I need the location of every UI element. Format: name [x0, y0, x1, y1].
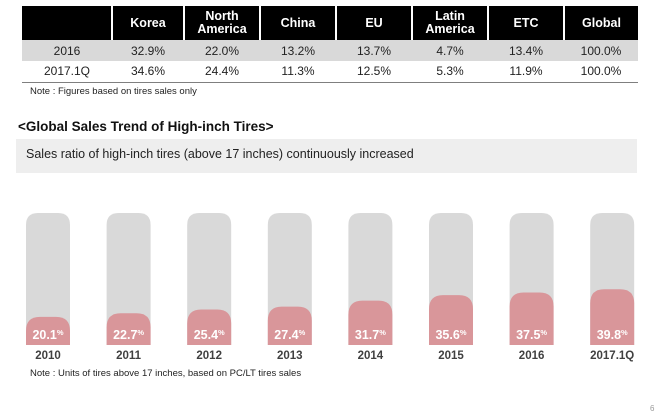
bar-value: 20.1 — [32, 328, 56, 342]
bar-fill — [187, 309, 232, 345]
table-header-cell: ETC — [487, 6, 564, 40]
bar-value-label: 37.5% — [516, 328, 547, 342]
bar-value: 27.4 — [274, 328, 298, 342]
bar-fill — [348, 300, 393, 345]
table-cell: 100.0% — [564, 40, 638, 61]
market-share-table: Korea North America China EU Latin America ETC G… — [22, 6, 638, 83]
table-header-cell — [22, 6, 112, 40]
table-cell: 100.0% — [564, 61, 638, 83]
table-row-label: 2016 — [22, 40, 112, 61]
bar-value: 37.5 — [516, 328, 540, 342]
bar-value-label: 25.4% — [194, 328, 225, 342]
bar-value: 31.7 — [355, 328, 379, 342]
table-header-cell: EU — [335, 6, 412, 40]
bar-value-unit: % — [137, 328, 144, 337]
chart-note: Note : Units of tires above 17 inches, b… — [30, 368, 302, 379]
table-header-cell: Global — [563, 6, 638, 40]
table-cell: 34.6% — [112, 61, 184, 83]
bar-fill — [429, 295, 473, 345]
bar-value-unit: % — [218, 328, 225, 337]
table-cell: 11.3% — [260, 61, 336, 83]
table-row-label: 2017.1Q — [22, 61, 112, 83]
bar-value-label: 39.8% — [597, 328, 628, 342]
table-cell: 12.5% — [336, 61, 412, 83]
bar-fill — [267, 306, 312, 345]
page-number: 6 — [650, 404, 655, 413]
bar-value-unit: % — [379, 328, 386, 337]
bar-fill — [590, 289, 635, 345]
high-inch-sales-chart: 20.1% 2010 22.7% 2011 25.4% 2012 27.4% 2013 31.7… — [26, 213, 635, 362]
table-cell: 13.2% — [260, 40, 336, 61]
table-cell: 22.0% — [184, 40, 260, 61]
bar-value-unit: % — [299, 328, 306, 337]
bar-fill — [106, 313, 151, 345]
section-title: <Global Sales Trend of High-inch Tires> — [18, 119, 274, 134]
bar-value-unit: % — [621, 328, 628, 337]
callout-text: Sales ratio of high-inch tires (above 17… — [26, 147, 414, 161]
bar-fill — [509, 292, 554, 345]
bar-value: 25.4 — [194, 328, 218, 342]
x-tick-label: 2011 — [116, 350, 142, 362]
x-tick-label: 2015 — [438, 350, 464, 362]
bar-value-unit: % — [57, 328, 64, 337]
table-header-row: Korea North America China EU Latin America ETC G… — [22, 6, 638, 40]
bar-value-label: 20.1% — [32, 328, 63, 342]
table-cell: 13.4% — [488, 40, 564, 61]
x-tick-label: 2013 — [277, 350, 303, 362]
table-header-cell: Korea — [111, 6, 184, 40]
bar-value: 22.7 — [113, 328, 137, 342]
table-cell: 4.7% — [412, 40, 488, 61]
x-tick-label: 2014 — [358, 350, 384, 362]
callout-box: Sales ratio of high-inch tires (above 17… — [16, 139, 637, 173]
bar-value-label: 27.4% — [274, 328, 305, 342]
bar-track — [106, 213, 151, 345]
bar-value-unit: % — [540, 328, 547, 337]
table-header-cell: China — [259, 6, 336, 40]
bar-track — [26, 213, 70, 345]
bar-value-unit: % — [460, 328, 467, 337]
table-note: Note : Figures based on tires sales only — [30, 86, 197, 97]
x-tick-label: 2010 — [35, 350, 61, 362]
table-row: 2017.1Q 34.6% 24.4% 11.3% 12.5% 5.3% 11.9% 100.… — [22, 61, 638, 83]
table-row: 2016 32.9% 22.0% 13.2% 13.7% 4.7% 13.4% 100.0% — [22, 40, 638, 61]
table-header-cell: North America — [183, 6, 260, 40]
table-cell: 5.3% — [412, 61, 488, 83]
x-tick-label: 2016 — [519, 350, 545, 362]
table-header-cell: Latin America — [411, 6, 488, 40]
bar-value-label: 35.6% — [435, 328, 466, 342]
table-cell: 11.9% — [488, 61, 564, 83]
bar-fill — [26, 316, 70, 345]
bar-value-label: 31.7% — [355, 328, 386, 342]
bar-value: 39.8 — [597, 328, 621, 342]
x-tick-label: 2017.1Q — [590, 350, 634, 362]
bar-value: 35.6 — [435, 328, 459, 342]
table-cell: 24.4% — [184, 61, 260, 83]
x-tick-label: 2012 — [196, 350, 222, 362]
table-cell: 13.7% — [336, 40, 412, 61]
table-cell: 32.9% — [112, 40, 184, 61]
bar-value-label: 22.7% — [113, 328, 144, 342]
